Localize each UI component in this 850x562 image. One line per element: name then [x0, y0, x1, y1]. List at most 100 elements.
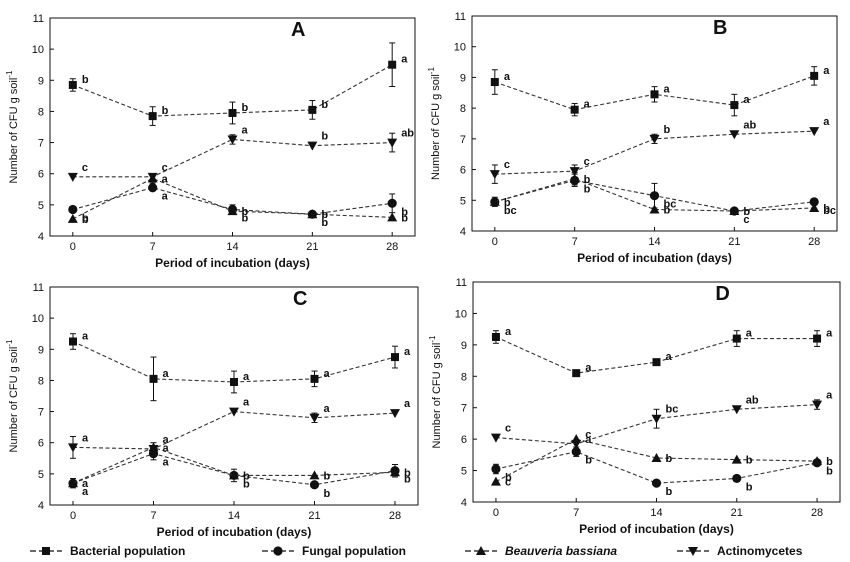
data-point — [148, 112, 157, 121]
data-point — [810, 71, 819, 80]
y-tick-label: 11 — [33, 282, 44, 294]
y-tick-label: 5 — [461, 466, 467, 478]
series-beauveria-bassiana: cab b b — [490, 434, 833, 489]
significance-letter: a — [243, 371, 250, 383]
significance-letter: a — [162, 173, 169, 185]
y-axis-label: Number of CFU g soil-1 — [5, 70, 20, 183]
significance-letter: a — [163, 368, 170, 380]
y-tick-label: 7 — [461, 403, 467, 415]
data-point — [229, 470, 239, 480]
data-point — [68, 80, 77, 89]
data-point — [813, 334, 822, 343]
data-point — [227, 135, 238, 145]
significance-letter: b — [504, 197, 511, 209]
significance-letter: a — [584, 99, 591, 111]
significance-letter: b — [664, 205, 671, 217]
x-tick-label: 0 — [70, 241, 76, 253]
chart-panel-a: 4 5 6 7 8 9 10 11 0 7 14 21 28 Period of incubation (… — [5, 13, 416, 270]
data-point — [651, 453, 662, 462]
significance-letter: b — [505, 472, 512, 484]
significance-letter: b — [324, 470, 331, 482]
y-tick-label: 10 — [32, 44, 44, 56]
series-actinomycetes: c c bc ab a — [490, 390, 833, 449]
data-point — [732, 473, 742, 484]
significance-letter: b — [321, 217, 328, 229]
data-point — [809, 197, 819, 207]
legend-marker — [273, 546, 283, 556]
significance-letter: b — [242, 206, 249, 218]
data-point — [491, 464, 501, 474]
legend-item: Fungal population — [262, 544, 406, 558]
significance-letter: a — [743, 94, 750, 106]
significance-letter: b — [746, 481, 753, 493]
chart-panel-b: 4 5 6 7 8 9 10 11 0 7 14 21 28 Period of incubation (… — [427, 11, 838, 265]
significance-letter: a — [82, 432, 89, 444]
significance-letter: c — [505, 477, 511, 489]
legend-label: Bacterial population — [70, 544, 185, 558]
data-point — [571, 439, 582, 449]
x-tick-label: 14 — [648, 236, 660, 248]
significance-letter: a — [823, 65, 830, 77]
y-tick-label: 9 — [460, 72, 466, 84]
significance-letter: bc — [504, 205, 517, 217]
legend-marker — [42, 547, 50, 555]
significance-letter: b — [242, 213, 249, 225]
series-actinomycetes: c cab ab — [67, 124, 414, 182]
data-point — [489, 170, 500, 180]
significance-letter: a — [664, 83, 671, 95]
y-tick-label: 4 — [38, 500, 44, 512]
x-tick-label: 21 — [731, 507, 743, 519]
series-line — [494, 178, 815, 212]
y-axis-label-exponent: -1 — [427, 67, 436, 75]
significance-letter: b — [823, 203, 830, 215]
y-tick-label: 5 — [460, 195, 466, 207]
data-point — [729, 130, 740, 140]
significance-letter: b — [584, 174, 591, 186]
significance-letter: a — [404, 346, 411, 358]
y-tick-label: 9 — [461, 340, 467, 352]
data-point — [490, 78, 499, 87]
significance-letter: bc — [823, 205, 836, 217]
significance-letter: a — [585, 362, 592, 374]
significance-letter: b — [162, 105, 169, 117]
series-fungal-population: bbb bb — [491, 446, 833, 498]
y-tick-label: 8 — [461, 371, 467, 383]
series-beauveria-bassiana: bbb b b — [489, 172, 830, 218]
x-tick-label: 28 — [811, 507, 823, 519]
series-actinomycetes: a aaa a — [68, 397, 411, 459]
x-axis-label: Period of incubation (days) — [155, 256, 310, 270]
x-tick-label: 28 — [389, 510, 401, 522]
data-point — [228, 108, 237, 117]
data-point — [390, 467, 400, 477]
data-point — [308, 105, 317, 114]
y-tick-label: 6 — [460, 165, 466, 177]
significance-letter: c — [82, 162, 88, 174]
series-bacterial-population: a a a a a — [69, 331, 411, 402]
y-tick-label: 7 — [38, 407, 44, 419]
legend-label: Beauveria bassiana — [505, 544, 617, 558]
y-tick-label: 4 — [460, 226, 466, 238]
data-point — [148, 444, 159, 454]
significance-letter: b — [82, 214, 89, 226]
series-bacterial-population: a a a a a — [490, 65, 830, 117]
data-point — [489, 196, 500, 206]
significance-letter: b — [746, 455, 753, 467]
significance-letter: a — [666, 351, 673, 363]
y-tick-label: 11 — [456, 277, 467, 289]
y-tick-label: 6 — [38, 438, 44, 450]
y-axis-label-exponent: -1 — [428, 335, 437, 343]
data-point — [731, 405, 742, 415]
significance-letter: ab — [746, 394, 759, 406]
series-line — [495, 336, 818, 374]
significance-letter: a — [82, 486, 89, 498]
legend-label: Fungal population — [302, 544, 406, 558]
data-point — [652, 358, 661, 367]
x-tick-label: 21 — [728, 236, 740, 248]
data-point — [649, 204, 660, 214]
chart-panel-d: 4 5 6 7 8 9 10 11 0 7 14 21 28 Period of incubation (… — [428, 277, 841, 536]
significance-letter: b — [585, 455, 592, 467]
data-point — [649, 134, 660, 144]
data-point — [649, 191, 660, 201]
data-point — [812, 456, 823, 466]
